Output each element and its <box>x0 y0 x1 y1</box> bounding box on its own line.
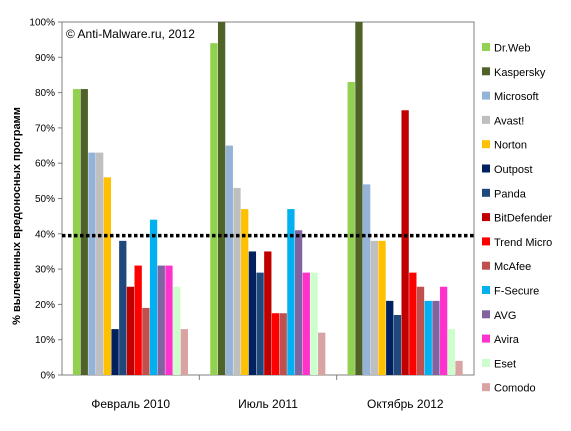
bar-f-secure <box>149 219 158 375</box>
y-tick-label: 30% <box>35 265 55 276</box>
bar-dr-web <box>210 43 218 376</box>
bar-bitdefender <box>264 251 272 375</box>
bar-avira <box>439 286 448 375</box>
bar-comodo <box>455 360 463 375</box>
bar-panda <box>393 314 402 375</box>
y-tick-label: 10% <box>35 335 55 346</box>
bar-norton <box>241 209 249 375</box>
bar-comodo <box>318 332 326 375</box>
y-tick-label: 50% <box>35 194 55 205</box>
legend-label: BitDefender <box>494 213 552 225</box>
bar-mcafee <box>279 313 287 375</box>
copyright-annotation: © Anti-Malware.ru, 2012 <box>66 27 195 41</box>
legend-swatch <box>482 237 490 246</box>
bar-trend-micro <box>271 313 280 375</box>
y-tick-label: 40% <box>35 229 55 240</box>
bar-outpost <box>248 251 257 375</box>
legend-swatch <box>482 261 490 270</box>
bar-trend-micro <box>409 272 417 375</box>
legend-swatch <box>482 334 490 343</box>
legend-label: F-Secure <box>494 286 539 298</box>
legend-swatch <box>482 140 490 149</box>
legend-swatch <box>482 43 490 51</box>
bar-f-secure <box>424 300 432 375</box>
bar-eset <box>447 329 455 375</box>
legend-label: Trend Micro <box>494 237 552 249</box>
legend-swatch <box>482 383 490 392</box>
bar-kaspersky <box>80 89 88 375</box>
legend-swatch <box>482 188 490 197</box>
legend-swatch <box>482 213 490 222</box>
y-tick-label: 0% <box>41 371 56 382</box>
bar-avg <box>157 265 165 375</box>
legend-swatch <box>482 164 490 173</box>
bar-avast- <box>370 240 378 375</box>
x-category-label: Февраль 2010 <box>91 397 170 411</box>
bar-avira <box>165 265 173 375</box>
bar-kaspersky <box>217 22 226 375</box>
bar-microsoft <box>225 145 233 375</box>
y-tick-label: 20% <box>35 300 55 311</box>
bar-trend-micro <box>134 265 142 375</box>
bar-avast- <box>233 187 241 375</box>
legend-swatch <box>482 310 490 319</box>
bar-microsoft <box>88 152 96 375</box>
bar-dr-web <box>72 89 81 375</box>
y-tick-label: 90% <box>35 53 55 64</box>
legend-label: Comodo <box>494 383 536 395</box>
bar-eset <box>310 272 318 375</box>
bar-kaspersky <box>355 22 363 375</box>
bar-panda <box>256 272 264 375</box>
bar-outpost <box>111 329 119 375</box>
legend-label: Eset <box>494 358 516 370</box>
legend-swatch <box>482 115 490 124</box>
bar-norton <box>378 240 386 375</box>
y-tick-label: 70% <box>35 123 55 134</box>
bar-eset <box>173 286 181 375</box>
legend-swatch <box>482 67 490 76</box>
bar-avira <box>302 272 310 375</box>
bar-avg <box>294 230 303 375</box>
legend-label: Avira <box>494 334 520 346</box>
bar-dr-web <box>347 82 355 375</box>
legend-label: Kaspersky <box>494 67 546 79</box>
y-axis-label: % вылеченных вредоносных программ <box>11 107 23 325</box>
bar-panda <box>119 240 127 375</box>
bar-norton <box>103 177 112 375</box>
bar-outpost <box>386 300 394 375</box>
legend-label: AVG <box>494 310 516 322</box>
legend-label: Microsoft <box>494 91 539 103</box>
legend-label: Dr.Web <box>494 43 530 55</box>
bar-bitdefender <box>401 110 409 375</box>
legend-swatch <box>482 358 490 367</box>
x-category-label: Июль 2011 <box>238 397 298 411</box>
legend-label: McAfee <box>494 261 531 273</box>
legend-label: Norton <box>494 140 527 152</box>
x-category-label: Октябрь 2012 <box>367 397 444 411</box>
bar-bitdefender <box>126 286 135 375</box>
bar-avast- <box>96 152 104 375</box>
legend-swatch <box>482 91 490 100</box>
bar-avg <box>432 300 440 375</box>
legend-swatch <box>482 286 490 294</box>
legend-label: Panda <box>494 188 527 200</box>
bar-microsoft <box>362 184 371 375</box>
bar-mcafee <box>142 307 150 375</box>
bar-comodo <box>180 329 189 375</box>
bar-f-secure <box>287 209 295 375</box>
bar-mcafee <box>416 286 425 375</box>
legend-label: Avast! <box>494 115 524 127</box>
y-tick-label: 60% <box>35 159 55 170</box>
y-tick-label: 80% <box>35 88 55 99</box>
legend-label: Outpost <box>494 164 533 176</box>
y-tick-label: 100% <box>29 18 55 29</box>
